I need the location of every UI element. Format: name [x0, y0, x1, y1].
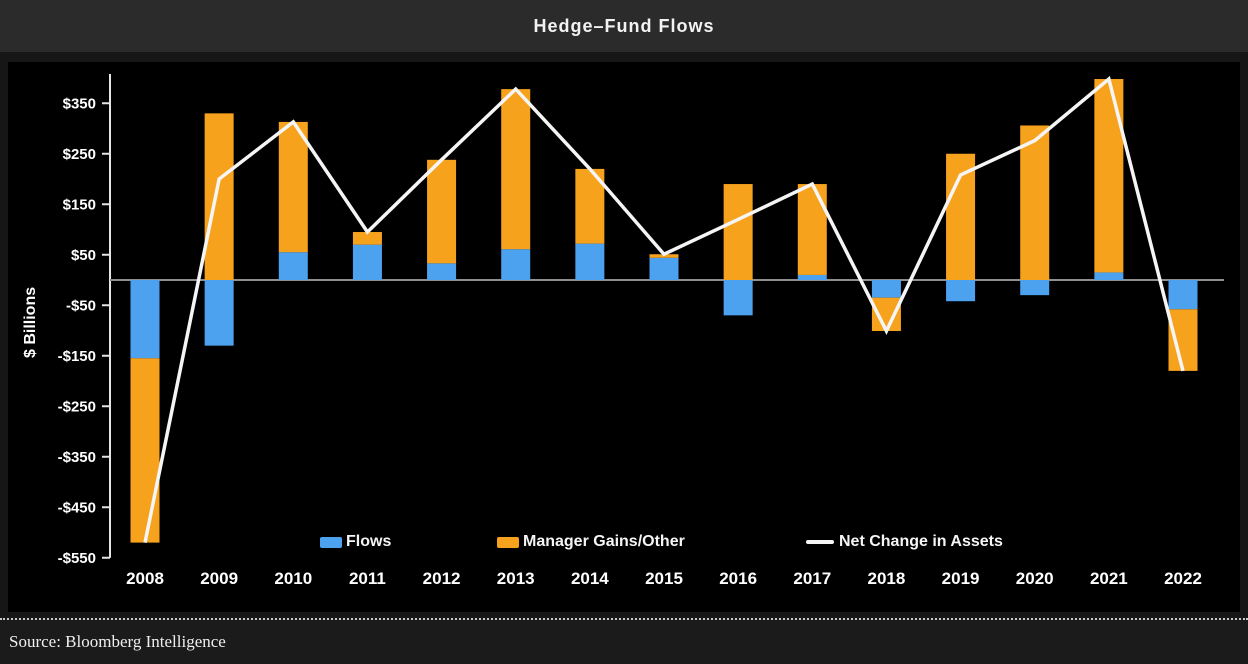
bar-flows-2015	[649, 257, 679, 280]
x-axis-label-2022: 2022	[1164, 569, 1202, 588]
y-axis-tick-label: -$150	[58, 348, 96, 365]
x-axis-label-2010: 2010	[274, 569, 312, 588]
y-axis-tick-label: -$350	[58, 449, 96, 466]
bar-flows-2014	[575, 243, 605, 280]
bar-manager-gains-other-2017	[797, 184, 827, 275]
source-bar: Source: Bloomberg Intelligence	[0, 618, 1248, 664]
legend-label-flows: Flows	[346, 533, 392, 550]
net-change-line-swatch-icon	[806, 540, 834, 544]
bar-manager-gains-other-2008	[130, 358, 160, 543]
x-axis-label-2012: 2012	[423, 569, 461, 588]
x-axis-label-2016: 2016	[719, 569, 757, 588]
title-bar: Hedge–Fund Flows	[0, 0, 1248, 52]
bar-flows-2011	[352, 244, 382, 280]
x-axis-label-2013: 2013	[497, 569, 535, 588]
bar-manager-gains-other-2010	[278, 121, 308, 253]
x-axis-label-2017: 2017	[793, 569, 831, 588]
bar-manager-gains-other-2022	[1168, 309, 1198, 371]
legend-item-net-change: Net Change in Assets	[806, 530, 1003, 554]
bar-flows-2020	[1020, 280, 1050, 296]
bar-flows-2008	[130, 280, 160, 359]
bar-manager-gains-other-2019	[946, 153, 976, 280]
bar-manager-gains-other-2012	[427, 159, 457, 264]
bar-manager-gains-other-2013	[501, 89, 531, 250]
bar-flows-2018	[871, 280, 901, 298]
manager-gains-swatch-icon	[497, 536, 519, 548]
chart-legend: Flows Manager Gains/Other Net Change in …	[8, 530, 1240, 554]
x-axis-label-2020: 2020	[1016, 569, 1054, 588]
x-axis-label-2008: 2008	[126, 569, 164, 588]
legend-label-manager-gains: Manager Gains/Other	[523, 533, 685, 550]
flows-swatch-icon	[320, 536, 342, 548]
bar-flows-2021	[1094, 272, 1124, 280]
bar-flows-2012	[427, 263, 457, 280]
legend-label-net-change: Net Change in Assets	[839, 533, 1003, 550]
x-axis-label-2011: 2011	[349, 569, 386, 588]
y-axis-tick-label: -$50	[66, 297, 96, 314]
legend-item-manager-gains: Manager Gains/Other	[497, 530, 685, 554]
legend-item-flows: Flows	[320, 530, 391, 554]
page-title: Hedge–Fund Flows	[533, 15, 715, 36]
x-axis-label-2018: 2018	[868, 569, 906, 588]
y-axis-tick-label: -$450	[58, 499, 96, 516]
bar-manager-gains-other-2011	[352, 232, 382, 245]
y-axis-tick-label: $50	[71, 247, 96, 264]
bar-manager-gains-other-2021	[1094, 79, 1124, 273]
bar-flows-2019	[946, 280, 976, 302]
x-axis-label-2021: 2021	[1090, 569, 1128, 588]
bar-flows-2022	[1168, 280, 1198, 310]
bar-manager-gains-other-2009	[204, 113, 234, 280]
bar-manager-gains-other-2016	[723, 184, 753, 280]
y-axis-title: $ Billions	[22, 286, 39, 358]
x-axis-label-2014: 2014	[571, 569, 609, 588]
source-text: Source: Bloomberg Intelligence	[9, 632, 226, 651]
bar-flows-2013	[501, 249, 531, 280]
y-axis-tick-label: $150	[63, 196, 96, 213]
x-axis-label-2019: 2019	[942, 569, 980, 588]
hedge-fund-flows-chart: $350 $250 $150 $50 -$50 -$150 -$250 -$350 -$450 -…	[58, 74, 1224, 588]
net-change-line	[143, 75, 1185, 543]
bar-flows-2010	[278, 252, 308, 280]
y-axis-tick-label: $350	[63, 95, 96, 112]
chart-panel: $350 $250 $150 $50 -$50 -$150 -$250 -$350 -$450 -…	[8, 62, 1240, 612]
bar-flows-2017	[797, 274, 827, 280]
bar-flows-2016	[723, 280, 753, 316]
x-axis-label-2009: 2009	[200, 569, 238, 588]
y-axis-tick-label: -$250	[58, 398, 96, 415]
bar-flows-2009	[204, 280, 234, 346]
y-axis-tick-label: -$550	[58, 550, 96, 567]
x-axis-label-2015: 2015	[645, 569, 683, 588]
bar-manager-gains-other-2020	[1020, 125, 1050, 280]
y-axis-tick-label: $250	[63, 146, 96, 163]
